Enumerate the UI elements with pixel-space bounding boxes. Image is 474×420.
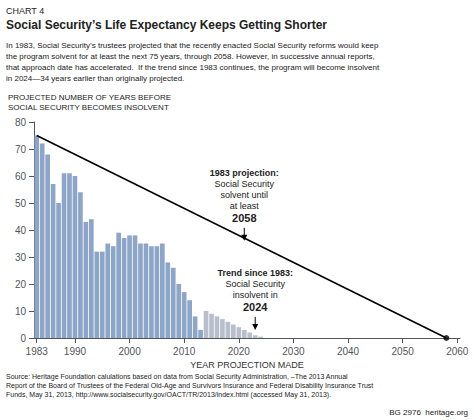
- svg-text:10: 10: [15, 306, 27, 317]
- svg-text:20: 20: [15, 279, 27, 290]
- svg-text:that approach date has acceler: that approach date has accelerated. If t…: [6, 63, 380, 72]
- svg-text:1983 projection:: 1983 projection:: [210, 168, 279, 178]
- svg-text:0: 0: [20, 333, 26, 344]
- svg-text:2050: 2050: [392, 346, 415, 357]
- svg-text:2060: 2060: [446, 346, 469, 357]
- svg-text:Source: Heritage Foundation ca: Source: Heritage Foundation calulations …: [6, 373, 348, 381]
- svg-text:YEAR PROJECTION MADE: YEAR PROJECTION MADE: [190, 360, 304, 370]
- svg-text:60: 60: [15, 171, 27, 182]
- svg-text:2020: 2020: [228, 346, 251, 357]
- svg-text:solvent until: solvent until: [221, 190, 269, 200]
- svg-text:2024: 2024: [243, 301, 268, 313]
- svg-text:30: 30: [15, 252, 27, 263]
- svg-text:1983: 1983: [26, 346, 49, 357]
- svg-text:the program solvent for at lea: the program solvent for at least the nex…: [6, 52, 375, 61]
- svg-text:Social Security’s Life Expecta: Social Security’s Life Expectancy Keeps …: [6, 18, 327, 32]
- svg-text:SOCIAL SECURITY BECOMES INSOLV: SOCIAL SECURITY BECOMES INSOLVENT: [8, 103, 169, 112]
- svg-text:insolvent in: insolvent in: [233, 290, 278, 300]
- svg-text:70: 70: [15, 144, 27, 155]
- svg-text:2030: 2030: [282, 346, 305, 357]
- svg-text:Funds, May 31, 2013, http://ww: Funds, May 31, 2013, http://www.socialse…: [6, 391, 331, 399]
- svg-text:2010: 2010: [173, 346, 196, 357]
- svg-text:40: 40: [15, 225, 27, 236]
- svg-text:1990: 1990: [64, 346, 87, 357]
- svg-text:in 2024—34 years earlier than: in 2024—34 years earlier than originally…: [6, 74, 184, 83]
- svg-text:2058: 2058: [232, 212, 256, 224]
- svg-text:50: 50: [15, 198, 27, 209]
- svg-text:2040: 2040: [337, 346, 360, 357]
- svg-text:CHART 4: CHART 4: [6, 6, 44, 16]
- svg-text:at least: at least: [230, 201, 260, 211]
- svg-text:80: 80: [15, 117, 27, 128]
- svg-text:Trend since 1983:: Trend since 1983:: [217, 268, 293, 278]
- svg-text:BG 2976 heritage.org: BG 2976 heritage.org: [389, 408, 468, 417]
- svg-text:In 1983, Social Security’s tru: In 1983, Social Security’s trustees proj…: [6, 41, 379, 50]
- svg-text:2000: 2000: [118, 346, 141, 357]
- svg-text:PROJECTED NUMBER OF YEARS BEFO: PROJECTED NUMBER OF YEARS BEFORE: [8, 93, 171, 102]
- svg-text:Report of the Board of Trustee: Report of the Board of Trustees of the F…: [6, 382, 373, 390]
- svg-text:Social Security: Social Security: [215, 179, 275, 189]
- svg-text:Social Security: Social Security: [225, 279, 285, 289]
